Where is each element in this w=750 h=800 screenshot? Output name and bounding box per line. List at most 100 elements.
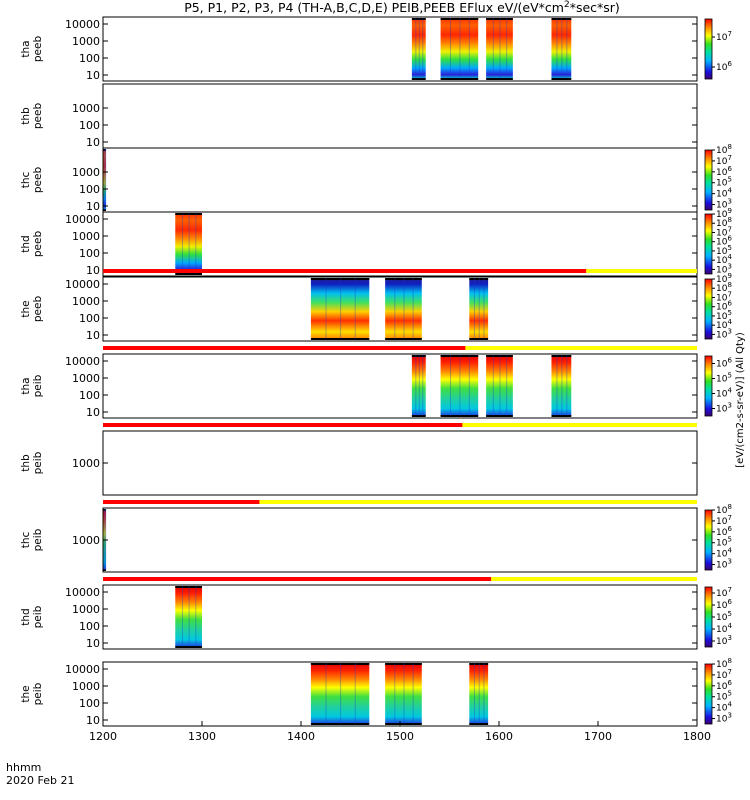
spectrogram-stripe	[354, 663, 356, 724]
spectrogram-block-edge	[440, 78, 479, 80]
spectrogram-block-edge	[469, 723, 489, 725]
colorbar-tick-label: 108	[716, 657, 732, 670]
spectrogram-stripe	[492, 355, 494, 416]
spectrogram-stripe	[325, 278, 327, 339]
panel-product-label: peib	[32, 451, 44, 474]
colorbar-tick-label: 107	[716, 514, 732, 527]
colorbar-tick-label: 105	[716, 176, 732, 189]
y-tick-label: 1000	[72, 680, 100, 693]
spectrogram-stripe	[188, 586, 190, 647]
y-tick-label: 1000	[72, 166, 100, 179]
figure-title: P5, P1, P2, P3, P4 (TH-A,B,C,D,E) PEIB,P…	[184, 0, 620, 15]
spectrogram-stripe	[474, 663, 476, 724]
spectrogram-block-edge	[411, 18, 426, 20]
panel-thb-peib: 1000 thb peib	[20, 423, 698, 496]
y-tick-label: 1000	[72, 534, 100, 547]
colorbar-tick-label: 105	[716, 610, 732, 623]
spectrogram-stripe	[474, 278, 476, 339]
colorbar-tick-label: 105	[716, 536, 732, 549]
spectrogram-block	[551, 18, 572, 79]
panel-product-label: peeb	[32, 36, 44, 63]
y-tick-label: 10000	[65, 213, 100, 226]
spectrogram-block-edge	[486, 415, 513, 417]
coverage-band-red	[103, 269, 587, 273]
spectrogram-stripe	[459, 18, 461, 79]
spectrogram-stripe	[195, 213, 197, 274]
spectrogram-block-edge	[411, 415, 426, 417]
colorbar-tick-label: 104	[716, 701, 732, 714]
x-tick-label: 1700	[584, 730, 612, 743]
colorbar-tick-label: 104	[716, 318, 732, 331]
spectrogram-block-edge	[411, 355, 426, 357]
y-tick-label: 10	[86, 714, 100, 727]
panel-frame	[102, 147, 698, 213]
panel-probe-label: thd	[20, 608, 32, 625]
spectrogram-block-edge	[385, 663, 422, 665]
colorbar-tick-label: 109	[716, 272, 732, 285]
panel-product-label: peib	[32, 605, 44, 628]
panel-product-label: peeb	[32, 103, 44, 130]
spectrogram-stripe	[556, 18, 558, 79]
coverage-band-red	[103, 500, 260, 504]
x-tick-label: 1200	[89, 730, 117, 743]
panel-the-peeb: 10 100 1000 10000 the peeb 1031041051061071081…	[20, 269, 732, 342]
date-label: 2020 Feb 21	[6, 774, 74, 787]
colorbar-tick-label: 107	[716, 154, 732, 167]
colorbar-tick-label: 104	[716, 387, 732, 400]
colorbar-tick-label: 105	[716, 309, 732, 322]
colorbar-tick-label: 104	[716, 547, 732, 560]
spectrogram-block	[175, 213, 202, 274]
colorbar-tick-label: 103	[716, 327, 732, 340]
y-tick-label: 100	[79, 52, 100, 65]
panel-probe-label: thd	[20, 235, 32, 252]
colorbar-tick-label: 106	[716, 357, 732, 370]
y-tick-label: 100	[79, 183, 100, 196]
spectrogram-block-edge	[175, 586, 202, 588]
y-tick-label: 100	[79, 389, 100, 402]
colorbar-axis-label: [eV/(cm2-s-sr-eV)] (All Qty)	[735, 332, 746, 468]
colorbar-tick-label: 103	[716, 712, 732, 725]
colorbar-tick-label: 106	[716, 598, 732, 611]
spectrogram-stripe	[394, 663, 396, 724]
spectrogram-block	[469, 663, 489, 724]
spectrogram-block	[310, 663, 370, 724]
spectrogram-block-edge	[440, 355, 479, 357]
panel-probe-label: thb	[20, 107, 32, 125]
y-tick-label: 10000	[65, 18, 100, 31]
spectrogram-block	[440, 18, 479, 79]
colorbar-tick-label: 103	[716, 198, 732, 211]
y-tick-label: 10	[86, 637, 100, 650]
spectrogram-stripe	[422, 18, 424, 79]
spectrogram-block-edge	[486, 78, 513, 80]
y-tick-label: 10	[86, 329, 100, 342]
spectrogram-stripe	[325, 663, 327, 724]
panel-product-label: peeb	[32, 296, 44, 323]
spectrogram-stripe	[418, 355, 420, 416]
x-tick-label: 1400	[287, 730, 315, 743]
spectrogram-block	[175, 586, 202, 647]
spectrogram-stripe	[556, 355, 558, 416]
spectrogram-stripe	[422, 355, 424, 416]
y-tick-label: 1000	[72, 102, 100, 115]
y-tick-label: 100	[79, 697, 100, 710]
y-tick-label: 1000	[72, 230, 100, 243]
spectrogram-block-edge	[310, 338, 370, 340]
spectrogram-block	[551, 355, 572, 416]
spectrogram-block-edge	[175, 646, 202, 648]
colorbar-tick-label: 106	[716, 300, 732, 313]
y-tick-label: 10	[86, 136, 100, 149]
spectrogram-stripe	[104, 149, 106, 210]
spectrogram-stripe	[483, 663, 485, 724]
y-tick-label: 10	[86, 69, 100, 82]
colorbar	[704, 509, 713, 571]
colorbar-tick-label: 106	[716, 525, 732, 538]
spectrogram-block-edge	[469, 278, 489, 280]
spectrogram-block-edge	[440, 415, 479, 417]
panel-probe-label: thc	[20, 532, 32, 549]
spectrogram-stripe	[105, 149, 107, 210]
spectrogram-stripe	[412, 278, 414, 339]
x-tick-label: 1600	[485, 730, 513, 743]
